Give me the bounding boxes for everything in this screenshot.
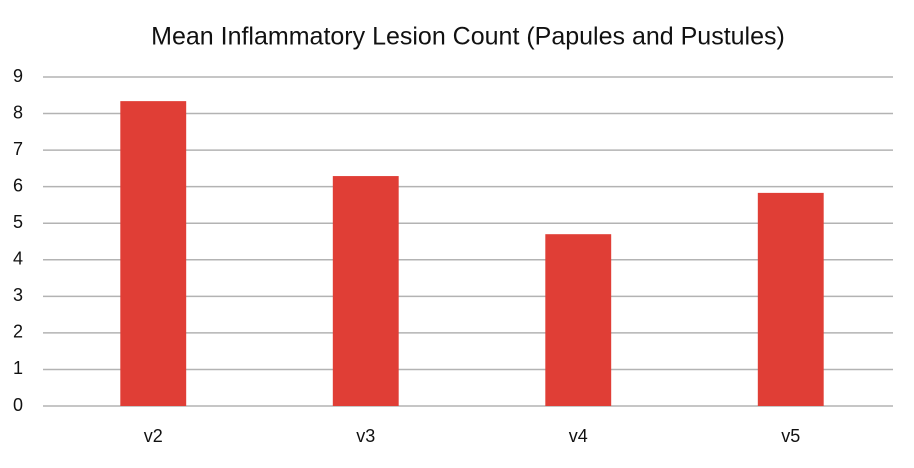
- x-tick-label: v4: [569, 426, 588, 446]
- y-tick-label: 0: [13, 395, 23, 415]
- x-tick-label: v5: [781, 426, 800, 446]
- bar: [545, 234, 612, 406]
- y-tick-label: 7: [13, 139, 23, 159]
- y-tick-label: 5: [13, 212, 23, 232]
- bar: [120, 101, 187, 407]
- bar: [332, 176, 399, 406]
- y-tick-label: 3: [13, 285, 23, 305]
- bar: [757, 192, 824, 406]
- y-tick-label: 9: [13, 66, 23, 86]
- x-tick-label: v3: [356, 426, 375, 446]
- x-tick-label: v2: [144, 426, 163, 446]
- y-tick-label: 4: [13, 249, 23, 269]
- chart-title: Mean Inflammatory Lesion Count (Papules …: [151, 23, 785, 51]
- y-tick-label: 8: [13, 102, 23, 122]
- y-tick-label: 2: [13, 322, 23, 342]
- y-tick-label: 1: [13, 358, 23, 378]
- y-tick-label: 6: [13, 175, 23, 195]
